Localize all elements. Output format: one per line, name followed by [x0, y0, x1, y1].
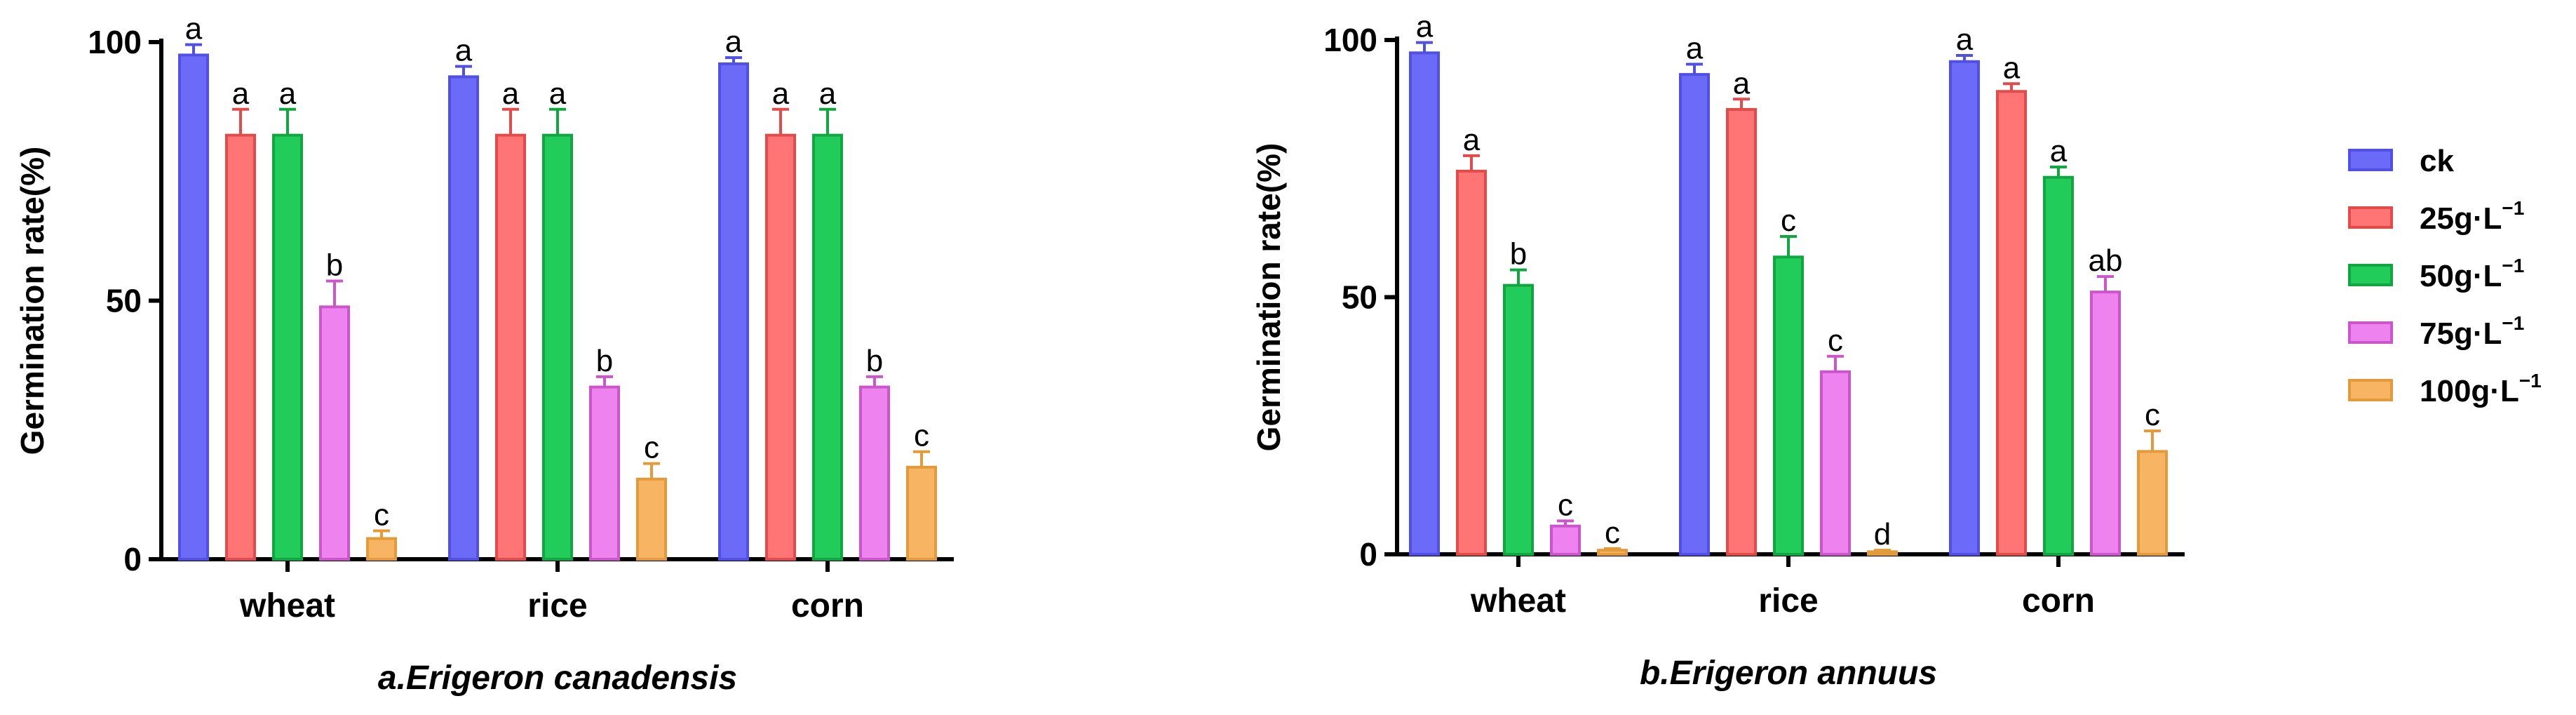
legend-label: 75g·L−1 — [2420, 312, 2524, 351]
y-tick-label: 100 — [88, 24, 142, 60]
significance-label: ab — [2089, 243, 2123, 278]
y-axis-label: Germination rate(%) — [1250, 143, 1287, 452]
bar — [178, 53, 209, 561]
significance-label: a — [2050, 134, 2068, 168]
bar — [542, 133, 573, 561]
significance-label: a — [232, 76, 250, 111]
x-tick-label: corn — [791, 587, 864, 624]
y-tick-label: 100 — [1323, 22, 1377, 58]
legend-swatch — [2348, 264, 2393, 286]
x-tick-label: rice — [527, 587, 587, 624]
x-tick-label: rice — [1758, 582, 1818, 620]
bar — [225, 133, 256, 561]
bar — [718, 62, 749, 561]
significance-label: a — [1463, 123, 1481, 157]
bar — [1867, 550, 1898, 556]
significance-label: a — [1686, 31, 1704, 65]
x-tick-label: wheat — [1470, 582, 1566, 620]
legend-swatch — [2348, 149, 2393, 171]
bar — [589, 385, 620, 561]
y-tick-label: 50 — [106, 283, 142, 319]
significance-label: a — [2003, 51, 2021, 85]
bar — [636, 477, 667, 561]
y-tick-label: 0 — [123, 541, 142, 577]
x-tick-label: wheat — [239, 587, 335, 624]
bar — [1726, 107, 1757, 556]
bar — [2090, 290, 2121, 556]
bar — [2043, 175, 2074, 556]
bar — [2137, 450, 2168, 556]
significance-label: a — [549, 76, 567, 111]
bar — [1597, 549, 1628, 556]
bar — [1820, 370, 1851, 556]
significance-label: c — [2145, 398, 2160, 432]
legend-swatch — [2348, 206, 2393, 229]
bar — [272, 133, 303, 561]
bar — [495, 133, 526, 561]
significance-label: a — [502, 76, 520, 111]
significance-label: a — [1956, 22, 1974, 57]
significance-label: c — [1828, 323, 1843, 358]
bar — [765, 133, 796, 561]
significance-label: a — [455, 34, 473, 68]
significance-label: a — [185, 12, 203, 46]
significance-label: a — [1733, 66, 1751, 100]
significance-label: c — [1781, 203, 1796, 238]
bar — [1773, 255, 1804, 556]
significance-label: c — [914, 419, 929, 453]
significance-label: a — [279, 76, 297, 111]
bar — [1409, 51, 1440, 556]
bar — [1456, 169, 1487, 556]
bar — [319, 305, 350, 561]
legend-label: 25g·L−1 — [2420, 197, 2524, 236]
legend-swatch — [2348, 379, 2393, 401]
bar — [812, 133, 843, 561]
significance-label: a — [772, 76, 790, 111]
significance-label: c — [1605, 516, 1620, 550]
significance-label: b — [326, 248, 343, 282]
significance-label: b — [866, 344, 883, 378]
significance-label: c — [374, 497, 389, 532]
legend-label: 50g·L−1 — [2420, 255, 2524, 293]
bar — [1679, 73, 1710, 556]
bar — [906, 465, 937, 561]
panel-caption: a.Erigeron canadensis — [378, 660, 737, 697]
significance-label: b — [1510, 237, 1527, 272]
significance-label: a — [1416, 10, 1434, 44]
significance-label: a — [819, 76, 837, 111]
legend: ck 25g·L−1 50g·L−1 75g·L−1 100g·L−1 — [2348, 144, 2542, 408]
legend-swatch — [2348, 321, 2393, 344]
bar — [1503, 283, 1534, 556]
significance-label: c — [1558, 488, 1573, 522]
legend-label: 100g·L−1 — [2420, 370, 2542, 408]
bar — [1550, 524, 1581, 556]
panel-caption: b.Erigeron annuus — [1640, 655, 1937, 692]
bar — [859, 385, 890, 561]
significance-label: d — [1874, 517, 1891, 552]
y-axis-label: Germination rate(%) — [14, 147, 50, 455]
legend-label: ck — [2420, 144, 2454, 178]
y-tick-label: 50 — [1342, 279, 1377, 316]
significance-label: c — [644, 431, 659, 465]
significance-label: b — [596, 344, 613, 378]
bar — [366, 537, 397, 561]
y-tick-label: 0 — [1359, 536, 1377, 573]
bar — [1996, 90, 2027, 556]
bar — [1949, 60, 1980, 556]
bar — [448, 75, 479, 561]
x-tick-label: corn — [2022, 582, 2095, 620]
significance-label: a — [725, 25, 743, 59]
